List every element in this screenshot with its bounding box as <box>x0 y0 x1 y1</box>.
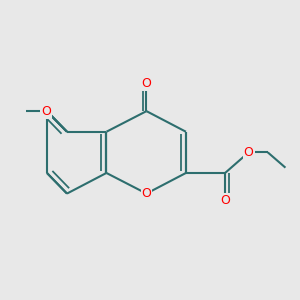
Text: O: O <box>142 187 152 200</box>
Text: O: O <box>142 77 152 90</box>
Text: O: O <box>41 105 51 118</box>
Text: O: O <box>220 194 230 207</box>
Text: O: O <box>244 146 254 159</box>
